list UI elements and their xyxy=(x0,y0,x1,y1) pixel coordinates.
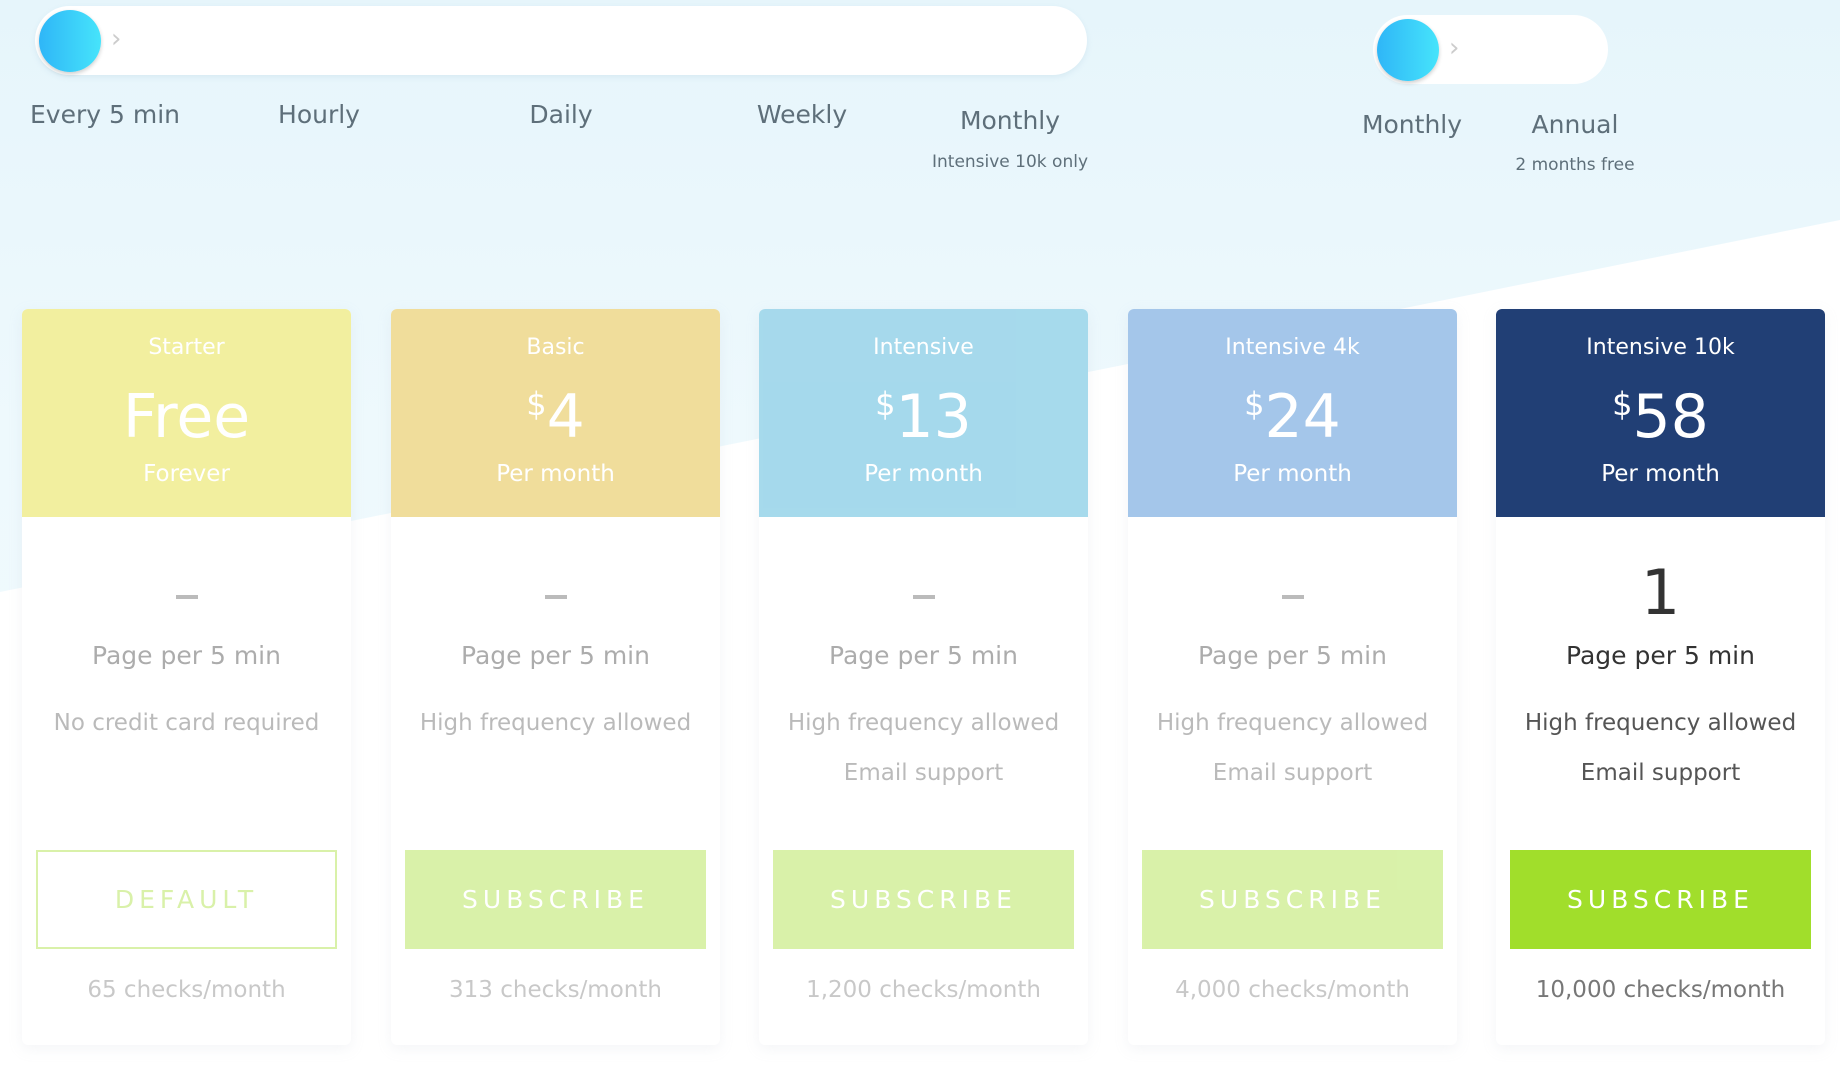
plan-name: Intensive xyxy=(873,335,974,360)
plan-feature: Email support xyxy=(843,760,1004,786)
plan-checks: 313 checks/month xyxy=(449,977,662,1003)
plan-feature: High frequency allowed xyxy=(1156,710,1429,736)
plan-pages-label: Page per 5 min xyxy=(1566,641,1755,670)
plan-pages: 1 xyxy=(1640,556,1681,629)
annual-note: 2 months free xyxy=(1515,155,1635,175)
frequency-every-5-min[interactable]: Every 5 min xyxy=(30,100,180,129)
currency: $ xyxy=(1244,385,1265,423)
plan-feature: Email support xyxy=(1212,760,1373,786)
subscribe-button[interactable]: SUBSCRIBE xyxy=(405,850,706,949)
plan-price: $24 xyxy=(1244,382,1341,452)
frequency-slider[interactable]: › xyxy=(35,6,1087,75)
dash xyxy=(1281,594,1304,599)
plan-feature: High frequency allowed xyxy=(1524,710,1797,736)
plan-header: Intensive 10k $58 Per month xyxy=(1496,309,1825,517)
subscribe-button[interactable]: SUBSCRIBE xyxy=(773,850,1074,949)
plan-pages-label: Page per 5 min xyxy=(1198,641,1387,670)
toggle-knob[interactable] xyxy=(1377,19,1439,81)
plan-name: Intensive 4k xyxy=(1225,335,1360,360)
billing-annual[interactable]: Annual xyxy=(1531,110,1619,139)
plan-period: Per month xyxy=(1601,461,1720,487)
plan-checks: 10,000 checks/month xyxy=(1535,977,1786,1003)
subscribe-button[interactable]: SUBSCRIBE xyxy=(1142,850,1443,949)
slider-knob[interactable] xyxy=(39,10,101,72)
plan-feature: High frequency allowed xyxy=(419,710,692,736)
plan-card: Intensive 4k $24 Per month – Page per 5 … xyxy=(1128,309,1457,1045)
billing-toggle[interactable]: › xyxy=(1373,15,1608,84)
plan-price: $58 xyxy=(1612,382,1709,452)
plan-card: Intensive $13 Per month – Page per 5 min… xyxy=(759,309,1088,1045)
plan-card: Starter Free Forever – Page per 5 min No… xyxy=(22,309,351,1045)
chevron-right-icon: › xyxy=(111,24,122,54)
dash xyxy=(175,594,198,599)
plan-pages-count: – xyxy=(1128,547,1457,637)
billing-monthly[interactable]: Monthly xyxy=(1361,110,1463,139)
plan-period: Forever xyxy=(143,461,230,487)
plan-feature: Email support xyxy=(1580,760,1741,786)
plan-period: Per month xyxy=(1233,461,1352,487)
plan-pages-label: Page per 5 min xyxy=(829,641,1018,670)
plan-feature: High frequency allowed xyxy=(787,710,1060,736)
plan-pages-label: Page per 5 min xyxy=(461,641,650,670)
plan-checks: 4,000 checks/month xyxy=(1175,977,1410,1003)
frequency-weekly[interactable]: Weekly xyxy=(756,100,848,129)
plan-name: Intensive 10k xyxy=(1586,335,1735,360)
plan-feature: No credit card required xyxy=(53,710,320,736)
frequency-daily[interactable]: Daily xyxy=(529,100,593,129)
plan-pages-label: Page per 5 min xyxy=(92,641,281,670)
plan-card: Intensive 10k $58 Per month 1 Page per 5… xyxy=(1496,309,1825,1045)
frequency-hourly[interactable]: Hourly xyxy=(278,100,360,129)
plan-price: $4 xyxy=(526,382,585,452)
dash xyxy=(544,594,567,599)
plan-header: Basic $4 Per month xyxy=(391,309,720,517)
plan-pages-count: – xyxy=(759,547,1088,637)
frequency-monthly[interactable]: Monthly xyxy=(959,106,1061,135)
default-button[interactable]: DEFAULT xyxy=(36,850,337,949)
plan-header: Intensive $13 Per month xyxy=(759,309,1088,517)
subscribe-button[interactable]: SUBSCRIBE xyxy=(1510,850,1811,949)
monthly-note: Intensive 10k only xyxy=(931,152,1089,172)
currency: $ xyxy=(875,385,896,423)
plan-period: Per month xyxy=(864,461,983,487)
chevron-right-icon: › xyxy=(1449,33,1460,63)
plan-checks: 65 checks/month xyxy=(87,977,286,1003)
plan-card: Basic $4 Per month – Page per 5 min High… xyxy=(391,309,720,1045)
plan-pages-count: – xyxy=(22,547,351,637)
plan-price: Free xyxy=(122,382,251,452)
plan-name: Starter xyxy=(148,335,225,360)
plan-header: Intensive 4k $24 Per month xyxy=(1128,309,1457,517)
plan-pages-count: 1 xyxy=(1496,547,1825,637)
currency: $ xyxy=(1612,385,1633,423)
plan-price: $13 xyxy=(875,382,972,452)
plan-name: Basic xyxy=(526,335,585,360)
currency: $ xyxy=(526,385,547,423)
plan-period: Per month xyxy=(496,461,615,487)
plan-checks: 1,200 checks/month xyxy=(806,977,1041,1003)
dash xyxy=(912,594,935,599)
plan-pages-count: – xyxy=(391,547,720,637)
plan-header: Starter Free Forever xyxy=(22,309,351,517)
